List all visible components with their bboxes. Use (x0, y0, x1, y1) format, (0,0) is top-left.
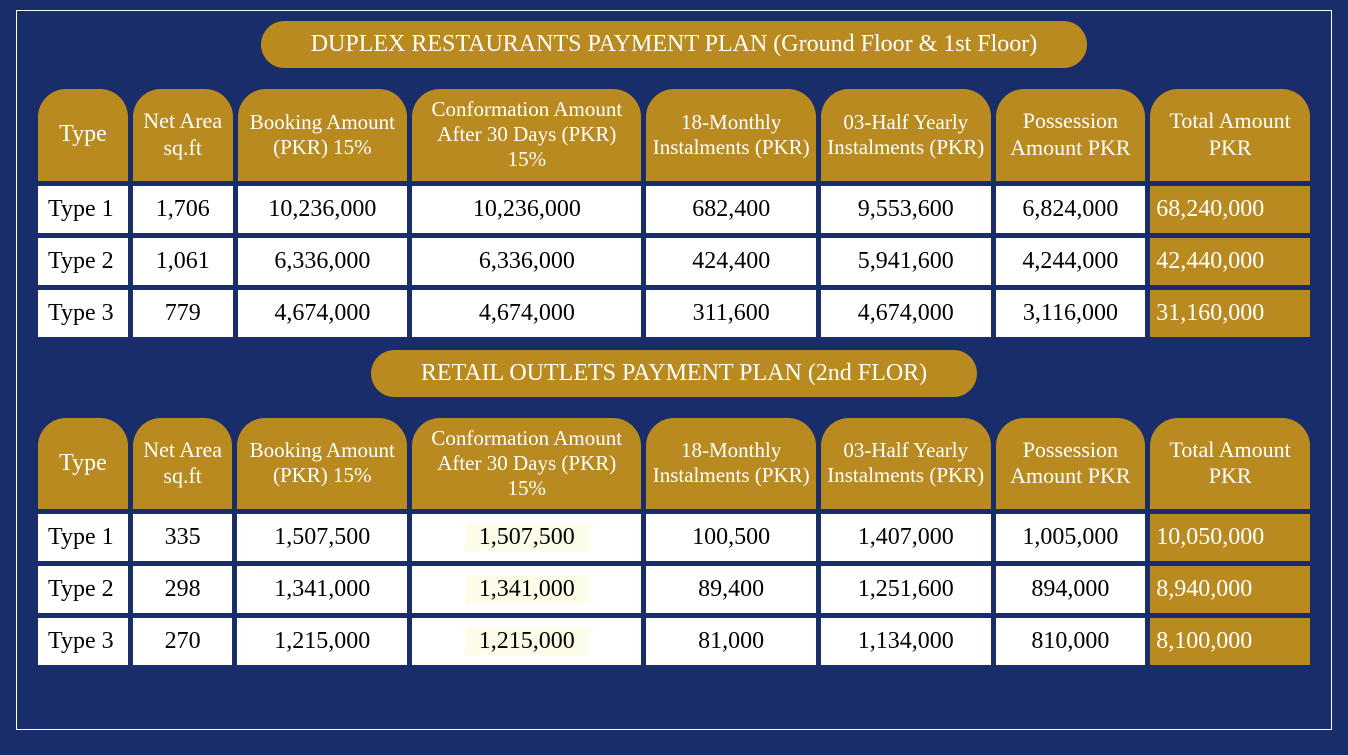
highlighted-value: 1,341,000 (465, 576, 589, 603)
col-header-area: Net Area sq.ft (133, 418, 233, 510)
cell-area: 335 (133, 514, 233, 561)
cell-total: 8,940,000 (1150, 566, 1310, 613)
table-row: Type 13351,507,5001,507,500100,5001,407,… (38, 514, 1310, 561)
table-row: Type 32701,215,0001,215,00081,0001,134,0… (38, 618, 1310, 665)
cell-total: 42,440,000 (1150, 238, 1310, 285)
table-row: Type 22981,341,0001,341,00089,4001,251,6… (38, 566, 1310, 613)
cell-halfyearly: 1,134,000 (821, 618, 991, 665)
col-header-conformation: Conformation Amount After 30 Days (PKR) … (412, 418, 641, 510)
cell-area: 779 (133, 290, 233, 337)
cell-possession: 894,000 (996, 566, 1146, 613)
cell-area: 270 (133, 618, 233, 665)
col-header-possession: Possession Amount PKR (996, 89, 1146, 181)
cell-monthly: 682,400 (646, 186, 816, 233)
cell-conformation: 1,215,000 (412, 618, 641, 665)
cell-halfyearly: 5,941,600 (821, 238, 991, 285)
cell-monthly: 424,400 (646, 238, 816, 285)
cell-type: Type 3 (38, 290, 128, 337)
cell-area: 1,706 (133, 186, 233, 233)
col-header-conformation: Conformation Amount After 30 Days (PKR) … (412, 89, 641, 181)
table-row: Type 21,0616,336,0006,336,000424,4005,94… (38, 238, 1310, 285)
section-title-1: DUPLEX RESTAURANTS PAYMENT PLAN (Ground … (261, 21, 1088, 68)
table-row: Type 11,70610,236,00010,236,000682,4009,… (38, 186, 1310, 233)
col-header-halfyearly: 03-Half Yearly Instalments (PKR) (821, 89, 991, 181)
cell-conformation: 1,507,500 (412, 514, 641, 561)
cell-booking: 1,215,000 (237, 618, 407, 665)
col-header-booking: Booking Amount (PKR) 15% (237, 418, 407, 510)
section-title-2: RETAIL OUTLETS PAYMENT PLAN (2nd FLOR) (371, 350, 977, 397)
highlighted-value: 1,507,500 (465, 524, 589, 551)
cell-total: 8,100,000 (1150, 618, 1310, 665)
cell-halfyearly: 1,251,600 (821, 566, 991, 613)
cell-type: Type 3 (38, 618, 128, 665)
col-header-total: Total Amount PKR (1150, 89, 1310, 181)
cell-booking: 4,674,000 (238, 290, 408, 337)
cell-monthly: 311,600 (646, 290, 816, 337)
col-header-monthly: 18-Monthly Instalments (PKR) (646, 418, 816, 510)
cell-booking: 6,336,000 (238, 238, 408, 285)
highlighted-value: 1,215,000 (465, 628, 589, 655)
col-header-type: Type (38, 418, 128, 510)
cell-possession: 3,116,000 (996, 290, 1146, 337)
cell-possession: 6,824,000 (996, 186, 1146, 233)
cell-booking: 10,236,000 (238, 186, 408, 233)
cell-booking: 1,341,000 (237, 566, 407, 613)
cell-monthly: 100,500 (646, 514, 816, 561)
table-row: Type 37794,674,0004,674,000311,6004,674,… (38, 290, 1310, 337)
col-header-booking: Booking Amount (PKR) 15% (238, 89, 408, 181)
cell-type: Type 2 (38, 238, 128, 285)
cell-monthly: 89,400 (646, 566, 816, 613)
col-header-total: Total Amount PKR (1150, 418, 1310, 510)
cell-possession: 4,244,000 (996, 238, 1146, 285)
payment-table-retail: Type Net Area sq.ft Booking Amount (PKR)… (33, 413, 1315, 671)
cell-type: Type 2 (38, 566, 128, 613)
table-body-2: Type 13351,507,5001,507,500100,5001,407,… (38, 514, 1310, 665)
col-header-monthly: 18-Monthly Instalments (PKR) (646, 89, 816, 181)
table-body-1: Type 11,70610,236,00010,236,000682,4009,… (38, 186, 1310, 337)
cell-type: Type 1 (38, 514, 128, 561)
cell-possession: 810,000 (996, 618, 1146, 665)
col-header-halfyearly: 03-Half Yearly Instalments (PKR) (821, 418, 991, 510)
cell-type: Type 1 (38, 186, 128, 233)
cell-total: 10,050,000 (1150, 514, 1310, 561)
cell-possession: 1,005,000 (996, 514, 1146, 561)
cell-halfyearly: 4,674,000 (821, 290, 991, 337)
col-header-area: Net Area sq.ft (133, 89, 233, 181)
cell-booking: 1,507,500 (237, 514, 407, 561)
cell-monthly: 81,000 (646, 618, 816, 665)
col-header-type: Type (38, 89, 128, 181)
cell-conformation: 1,341,000 (412, 566, 641, 613)
col-header-possession: Possession Amount PKR (996, 418, 1146, 510)
cell-halfyearly: 1,407,000 (821, 514, 991, 561)
cell-conformation: 4,674,000 (412, 290, 641, 337)
page-container: DUPLEX RESTAURANTS PAYMENT PLAN (Ground … (16, 10, 1332, 730)
cell-area: 1,061 (133, 238, 233, 285)
cell-halfyearly: 9,553,600 (821, 186, 991, 233)
cell-area: 298 (133, 566, 233, 613)
payment-table-duplex: Type Net Area sq.ft Booking Amount (PKR)… (33, 84, 1315, 342)
cell-total: 31,160,000 (1150, 290, 1310, 337)
cell-total: 68,240,000 (1150, 186, 1310, 233)
cell-conformation: 10,236,000 (412, 186, 641, 233)
cell-conformation: 6,336,000 (412, 238, 641, 285)
